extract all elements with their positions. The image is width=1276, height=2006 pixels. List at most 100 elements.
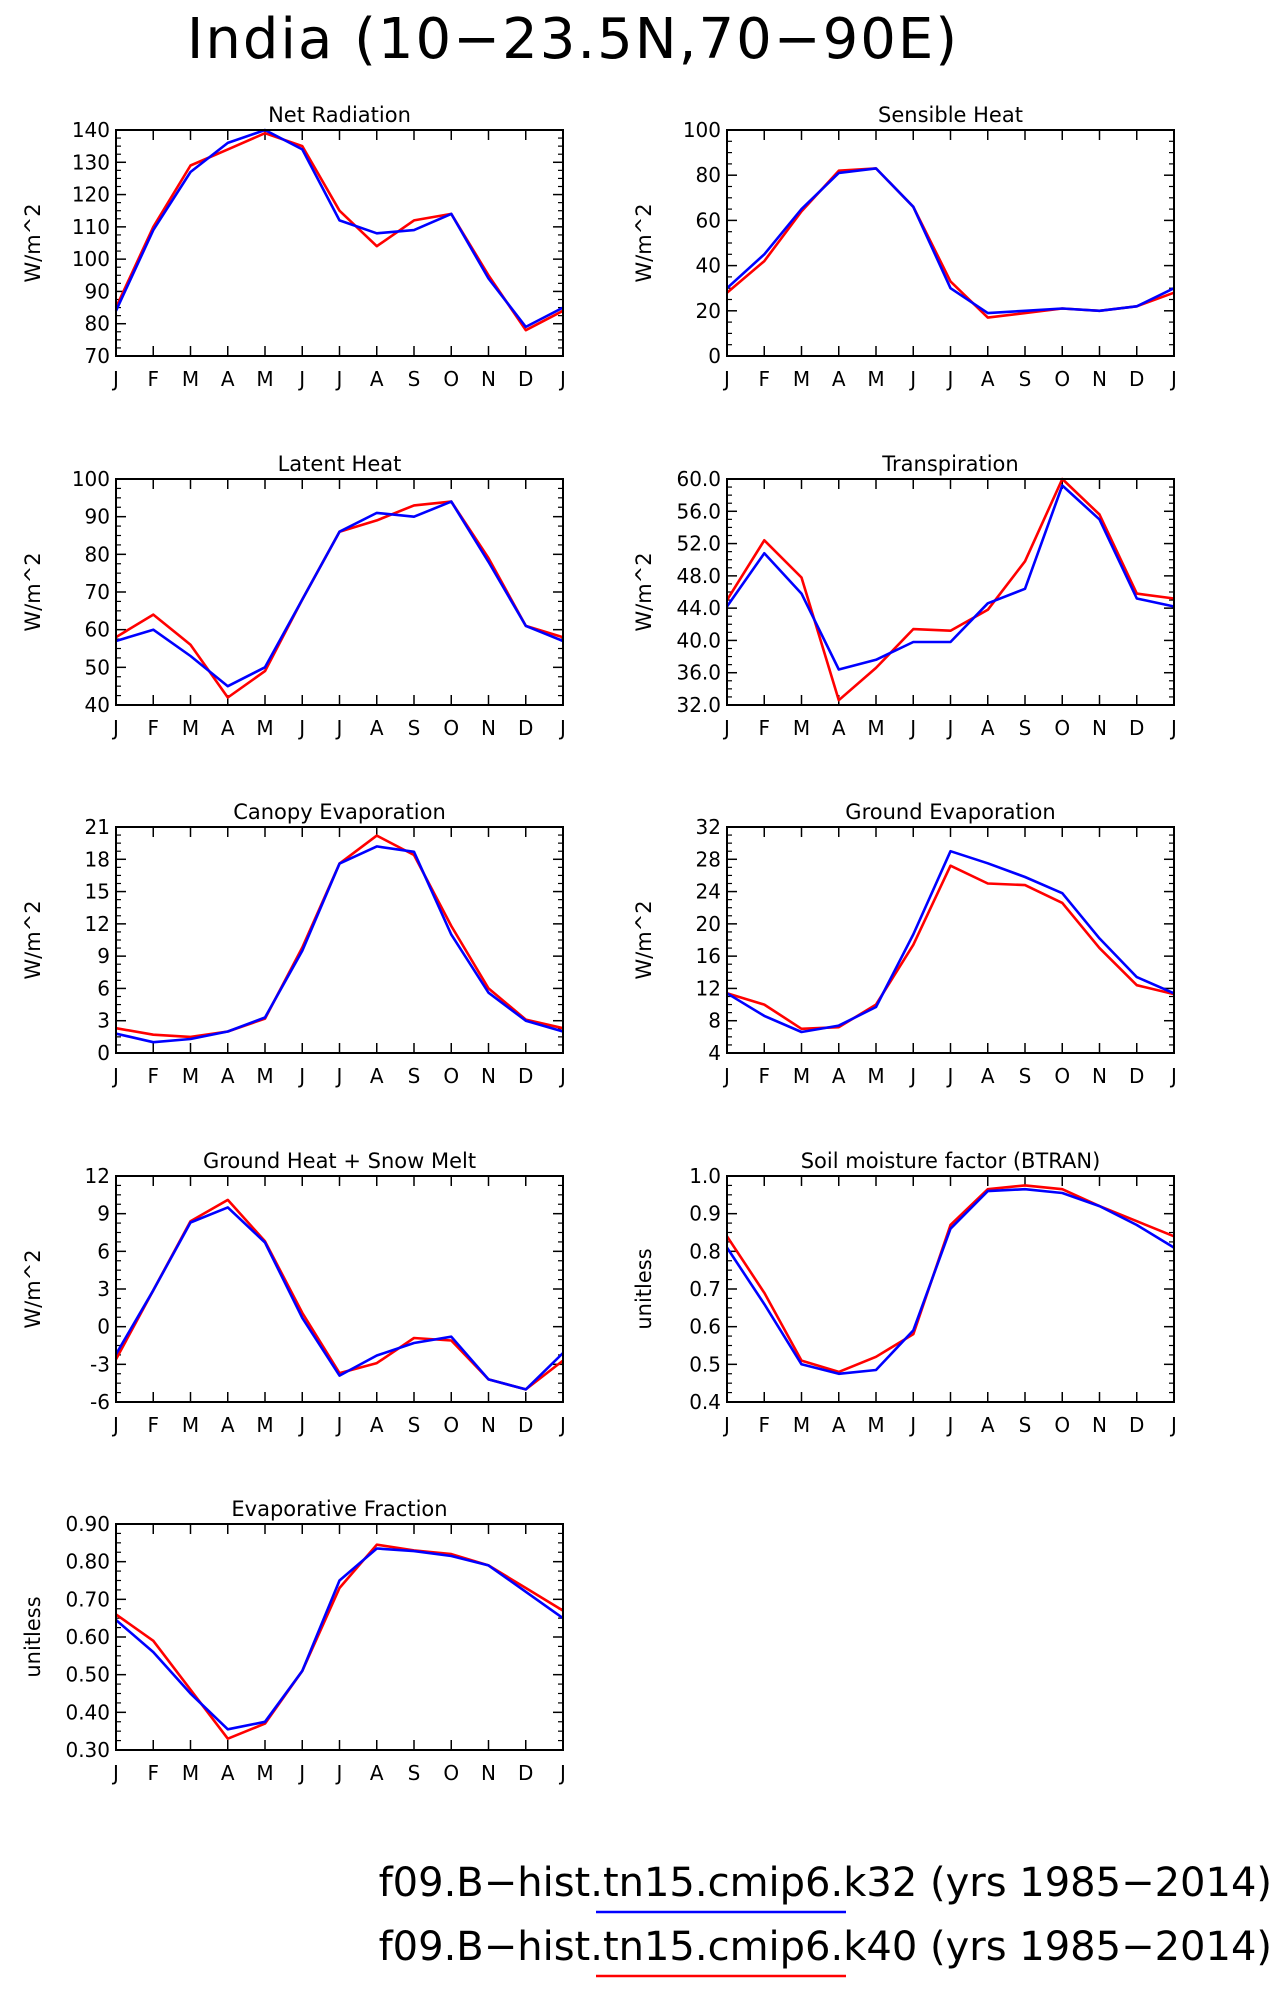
- x-tick-label: M: [182, 716, 199, 740]
- y-tick-label: 3: [97, 1277, 110, 1301]
- x-tick-label: A: [221, 1761, 235, 1785]
- x-tick-label: O: [1054, 716, 1070, 740]
- y-tick-label: 21: [85, 815, 110, 839]
- series-k40-line: [115, 1543, 564, 1740]
- x-tick-label: M: [256, 716, 273, 740]
- legend: f09.B−hist.tn15.cmip6.k32 (yrs 1985−2014…: [379, 1860, 1272, 1978]
- y-tick-label: 20: [696, 912, 721, 936]
- x-tick-label: J: [111, 716, 119, 740]
- legend-label: f09.B−hist.tn15.cmip6.k32: [379, 1860, 930, 1906]
- x-tick-label: J: [908, 1413, 916, 1437]
- x-tick-label: A: [370, 1413, 384, 1437]
- y-tick-label: 48.0: [676, 564, 721, 588]
- plot-frame: [726, 826, 1175, 1054]
- y-tick-label: 40: [85, 693, 110, 717]
- x-tick-label: O: [443, 1064, 459, 1088]
- y-tick-label: 32.0: [676, 693, 721, 717]
- y-tick-label: 60.0: [676, 467, 721, 491]
- y-tick-label: 60: [696, 208, 721, 232]
- y-tick-label: 80: [85, 312, 110, 336]
- x-tick-label: D: [518, 1761, 533, 1785]
- y-tick-label: 140: [72, 118, 110, 142]
- x-tick-label: J: [946, 716, 954, 740]
- x-tick-label: J: [908, 1064, 916, 1088]
- x-tick-label: J: [335, 1761, 343, 1785]
- x-tick-label: M: [182, 367, 199, 391]
- y-tick-label: 0.60: [65, 1625, 110, 1649]
- x-tick-label: F: [147, 1064, 159, 1088]
- x-tick-label: J: [558, 367, 566, 391]
- y-tick-label: 12: [85, 1164, 110, 1188]
- x-tick-label: J: [908, 716, 916, 740]
- x-tick-label: A: [221, 1064, 235, 1088]
- x-tick-label: J: [1169, 1064, 1177, 1088]
- plot-frame: [726, 478, 1175, 706]
- x-tick-label: A: [370, 716, 384, 740]
- x-tick-label: J: [908, 367, 916, 391]
- x-tick-label: J: [722, 367, 730, 391]
- y-tick-label: 110: [72, 215, 110, 239]
- series-k32-line: [115, 1547, 564, 1731]
- x-tick-label: N: [481, 1064, 496, 1088]
- y-tick-label: 0.50: [65, 1663, 110, 1687]
- x-tick-label: J: [946, 1413, 954, 1437]
- y-tick-label: 12: [85, 912, 110, 936]
- y-tick-label: 44.0: [676, 596, 721, 620]
- y-tick-label: 28: [696, 847, 721, 871]
- x-tick-label: J: [558, 1413, 566, 1437]
- series-k32-line: [115, 845, 564, 1044]
- y-tick-label: 0.8: [689, 1239, 721, 1263]
- x-tick-label: J: [946, 367, 954, 391]
- y-tick-label: -6: [90, 1390, 110, 1414]
- y-tick-label: 52.0: [676, 532, 721, 556]
- panel-title: Sensible Heat: [878, 103, 1023, 127]
- y-axis-label: W/m^2: [21, 1249, 45, 1328]
- y-tick-label: 56.0: [676, 499, 721, 523]
- x-tick-label: N: [1092, 1064, 1107, 1088]
- x-tick-label: J: [946, 1064, 954, 1088]
- y-axis-label: unitless: [21, 1596, 45, 1677]
- x-tick-label: O: [1054, 1064, 1070, 1088]
- y-tick-label: 32: [696, 815, 721, 839]
- series-k40-line: [726, 167, 1175, 319]
- x-tick-label: N: [1092, 1413, 1107, 1437]
- x-tick-label: F: [147, 716, 159, 740]
- chart-panel: Soil moisture factor (BTRAN) 0.4 0.5 0.6 0.7…: [632, 1149, 1177, 1437]
- y-tick-label: 40.0: [676, 628, 721, 652]
- series-k40-line: [114, 1198, 564, 1391]
- y-tick-label: 3: [97, 1009, 110, 1033]
- y-tick-label: 0.4: [689, 1390, 721, 1414]
- x-tick-label: M: [867, 1064, 884, 1088]
- y-tick-label: 90: [85, 279, 110, 303]
- x-tick-label: S: [408, 1064, 421, 1088]
- x-tick-label: F: [758, 367, 770, 391]
- y-tick-label: 0: [708, 344, 721, 368]
- x-tick-label: D: [518, 1413, 533, 1437]
- y-tick-label: 0.90: [65, 1512, 110, 1536]
- y-tick-label: 90: [85, 505, 110, 529]
- series-k40-line: [114, 131, 564, 332]
- x-tick-label: M: [182, 1761, 199, 1785]
- x-tick-label: A: [832, 716, 846, 740]
- x-tick-label: J: [335, 716, 343, 740]
- plot-frame: [115, 129, 564, 357]
- panel-title: Canopy Evaporation: [233, 800, 446, 824]
- x-tick-label: S: [1019, 367, 1032, 391]
- plot-frame: [115, 478, 564, 706]
- y-tick-label: 100: [683, 118, 721, 142]
- x-tick-label: M: [256, 1064, 273, 1088]
- x-tick-label: M: [867, 1413, 884, 1437]
- x-tick-label: J: [335, 1064, 343, 1088]
- plot-frame: [726, 129, 1175, 357]
- y-axis-label: W/m^2: [21, 900, 45, 979]
- x-tick-label: J: [722, 1064, 730, 1088]
- series-k32-line: [725, 484, 1175, 671]
- x-tick-label: S: [1019, 1064, 1032, 1088]
- y-tick-label: 130: [72, 150, 110, 174]
- x-tick-label: J: [297, 367, 305, 391]
- y-tick-label: 70: [85, 344, 110, 368]
- y-tick-label: 6: [97, 1239, 110, 1263]
